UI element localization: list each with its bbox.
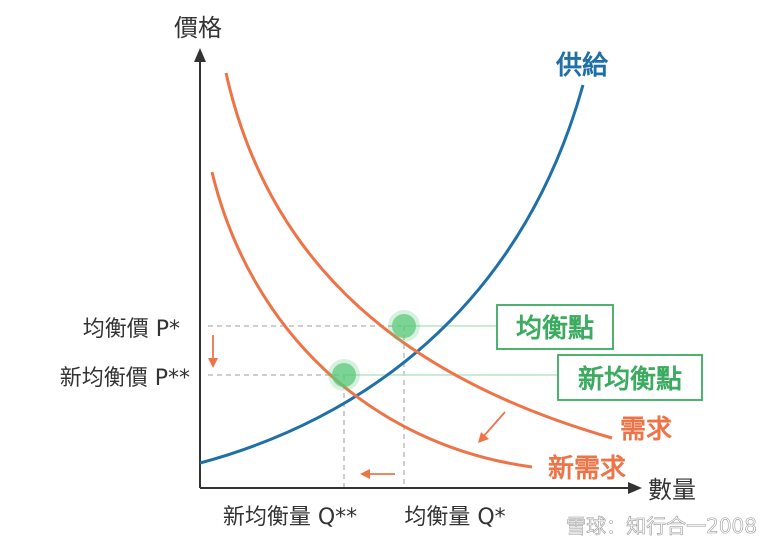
y-axis-arrow — [194, 48, 206, 62]
x-axis-label: 數量 — [648, 476, 696, 504]
y-axis-label: 價格 — [174, 14, 222, 42]
x-axis-arrow — [628, 482, 642, 494]
q-star-label: 均衡量 Q* — [404, 505, 505, 530]
p-star-label: 均衡價 P* — [83, 317, 180, 342]
p-double-star-label: 新均衡價 P** — [60, 366, 190, 391]
new-demand-label: 新需求 — [548, 453, 626, 484]
demand-label: 需求 — [620, 415, 672, 445]
demand-shift-arrow — [478, 411, 506, 443]
q-double-star-label: 新均衡量 Q** — [223, 505, 357, 530]
equilibrium-point — [388, 310, 420, 342]
supply-label: 供給 — [555, 50, 609, 81]
callout-connectors — [344, 325, 558, 376]
new-equilibrium-callout-label: 新均衡點 — [578, 364, 682, 395]
watermark: 雪球：知行合一2008 — [566, 514, 757, 538]
demand-curve — [224, 72, 613, 440]
quantity-shift-arrow — [360, 469, 395, 479]
equilibrium-callout: 均衡點 — [496, 304, 614, 350]
new-equilibrium-callout: 新均衡點 — [557, 354, 703, 401]
supply-curve — [199, 84, 585, 465]
axes — [194, 48, 642, 494]
guide-lines — [208, 325, 405, 488]
new-demand-curve — [210, 171, 533, 469]
price-shift-arrow — [208, 335, 218, 368]
equilibrium-callout-label: 均衡點 — [516, 313, 594, 344]
new-equilibrium-point — [328, 359, 360, 391]
